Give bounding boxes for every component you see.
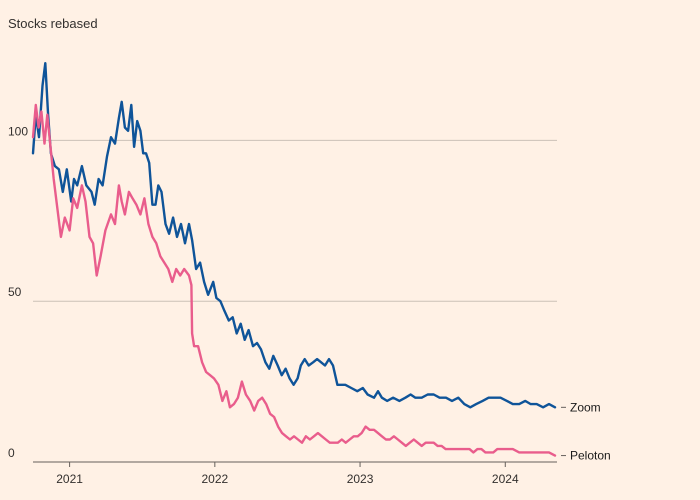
series-line-peloton <box>31 103 557 457</box>
y-tick-label: 0 <box>8 446 15 460</box>
series-label-peloton: Peloton <box>570 449 611 463</box>
series-label-zoom: Zoom <box>570 400 601 414</box>
y-tick-label: 100 <box>8 124 28 138</box>
x-tick-label: 2023 <box>347 472 374 486</box>
series-line-zoom <box>31 62 557 409</box>
grid-lines <box>33 139 557 463</box>
x-tick-label: 2021 <box>56 472 83 486</box>
series-lines <box>31 62 557 457</box>
axis-ticks: 0 50 100 2021 2022 2023 2024 <box>8 124 519 486</box>
chart-title: Stocks rebased <box>8 16 98 31</box>
x-tick-label: 2022 <box>201 472 228 486</box>
series-labels: Zoom Peloton <box>561 400 611 463</box>
x-tick-label: 2024 <box>492 472 519 486</box>
y-tick-label: 50 <box>8 285 22 299</box>
